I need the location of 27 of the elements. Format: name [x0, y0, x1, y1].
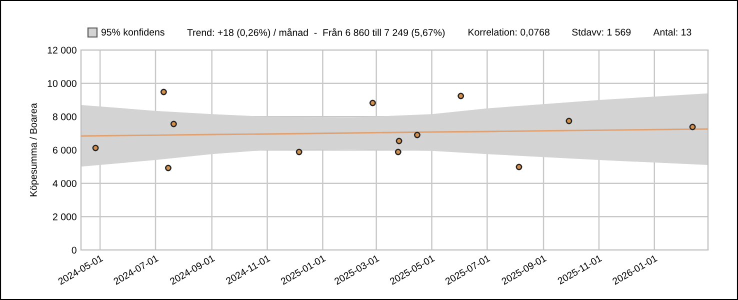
text: Korrelation: 0,0768 — [468, 28, 550, 37]
text: Stdavv: 1 569 — [572, 28, 631, 36]
point — [170, 120, 177, 128]
y-tick-label: 12 000 — [48, 46, 76, 54]
y-tick-label: 8 000 — [52, 113, 76, 120]
line-series — [81, 128, 708, 137]
point — [394, 148, 402, 156]
point — [414, 132, 420, 138]
y-axis-title: Köpesumma / Boarea — [30, 102, 39, 196]
point — [396, 138, 402, 144]
y-tick-label: 2 000 — [52, 213, 76, 220]
text: 95% konfidens — [101, 28, 164, 36]
point — [165, 164, 172, 172]
y-tick-label: 0 — [72, 246, 76, 254]
text: Antal: 13 — [653, 28, 692, 36]
point — [369, 100, 376, 106]
y-tick-label: 4 000 — [52, 180, 76, 187]
point — [458, 92, 464, 100]
text: Trend: +18 (0,26%) / månad - Från 6 860 till 7 249 (5,67%) — [187, 28, 445, 38]
point — [296, 148, 302, 156]
point — [566, 118, 572, 124]
y-tick-label: 6 000 — [53, 146, 76, 154]
point — [689, 124, 696, 130]
point — [160, 88, 167, 96]
point — [92, 144, 99, 152]
y-tick-label: 10 000 — [48, 80, 76, 87]
point — [516, 164, 522, 170]
